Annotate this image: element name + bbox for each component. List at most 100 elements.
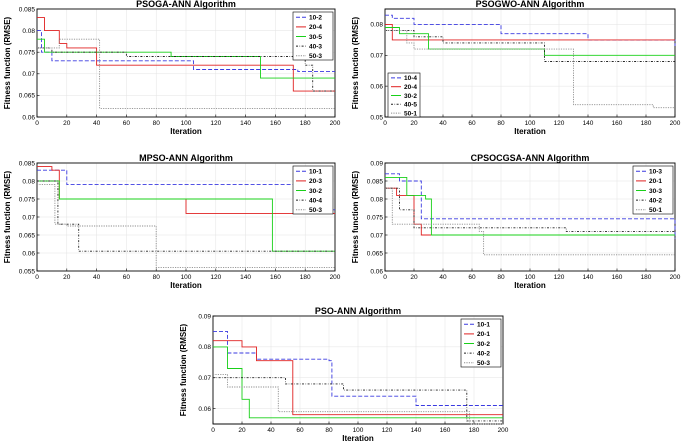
y-tick-label: 0.07 <box>198 375 211 382</box>
legend-label-10-3: 10-3 <box>649 169 662 176</box>
legend-label-40-5: 40-5 <box>404 102 417 109</box>
x-tick-label: 100 <box>525 274 536 281</box>
x-tick-label: 200 <box>330 120 341 127</box>
legend-label-50-3: 50-3 <box>309 207 322 214</box>
x-tick-label: 20 <box>410 120 418 127</box>
x-tick-label: 180 <box>641 274 652 281</box>
y-axis-label: Fitness function (RMSE) <box>351 170 360 263</box>
x-tick-label: 180 <box>469 427 480 434</box>
x-tick-label: 200 <box>670 120 681 127</box>
x-tick-label: 60 <box>468 120 476 127</box>
y-tick-label: 0.06 <box>198 406 211 413</box>
y-tick-label: 0.06 <box>370 83 383 90</box>
chart-title: PSOGWO-ANN Algorithm <box>476 0 585 9</box>
x-tick-label: 140 <box>240 120 251 127</box>
legend-label-40-2: 40-2 <box>477 350 490 357</box>
x-tick-label: 100 <box>181 120 192 127</box>
y-tick-label: 0.065 <box>367 250 384 257</box>
x-tick-label: 0 <box>383 274 387 281</box>
legend: 10-4 20-4 30-2 40-550-1 <box>387 72 421 117</box>
x-tick-label: 40 <box>439 120 447 127</box>
y-tick-label: 0.08 <box>370 196 383 203</box>
x-tick-label: 20 <box>238 427 246 434</box>
chart-title: PSOGA-ANN Algorithm <box>136 0 236 9</box>
chart-title: MPSO-ANN Algorithm <box>139 153 233 163</box>
x-tick-label: 100 <box>525 120 536 127</box>
legend: 10-2 20-4 30-5 40-3 50-3 <box>292 11 334 61</box>
series-line-30-2 <box>213 346 503 419</box>
x-tick-label: 80 <box>153 120 161 127</box>
x-tick-label: 60 <box>296 427 304 434</box>
y-tick-label: 0.055 <box>19 268 36 275</box>
series-line-40-4 <box>37 180 335 252</box>
y-axis-label: Fitness function (RMSE) <box>3 170 12 263</box>
chart-title: CPSOCGSA-ANN Algorithm <box>471 153 590 163</box>
plot-border <box>36 162 336 272</box>
x-axis-label: Iteration <box>514 127 546 136</box>
y-tick-label: 0.06 <box>370 268 383 275</box>
series-line-30-5 <box>37 38 335 79</box>
x-tick-label: 40 <box>93 274 101 281</box>
y-tick-label: 0.08 <box>22 28 35 35</box>
y-tick-label: 0.075 <box>19 50 36 57</box>
legend-label-20-3: 20-3 <box>309 178 322 185</box>
x-tick-label: 20 <box>410 274 418 281</box>
legend-label-50-3: 50-3 <box>309 53 322 60</box>
legend-label-40-3: 40-3 <box>309 43 322 50</box>
x-tick-label: 80 <box>497 120 505 127</box>
legend-label-40-2: 40-2 <box>649 197 662 204</box>
legend-label-40-4: 40-4 <box>309 197 322 204</box>
x-tick-label: 200 <box>330 274 341 281</box>
legend-label-20-1: 20-1 <box>649 178 662 185</box>
y-tick-label: 0.06 <box>22 114 35 121</box>
y-axis-label: Fitness function (RMSE) <box>179 323 188 416</box>
y-tick-label: 0.09 <box>370 160 383 167</box>
series-line-50-1 <box>385 30 675 109</box>
series-line-20-1 <box>213 340 503 416</box>
series-line-40-2 <box>385 187 675 232</box>
x-tick-label: 20 <box>63 120 71 127</box>
y-tick-label: 0.08 <box>370 22 383 29</box>
x-tick-label: 0 <box>35 120 39 127</box>
plot-border <box>384 162 676 272</box>
y-tick-label: 0.085 <box>19 6 36 13</box>
x-tick-label: 80 <box>153 274 161 281</box>
legend-label-10-4: 10-4 <box>404 75 417 82</box>
series-line-10-4 <box>385 14 676 46</box>
chart-title: PSO-ANN Algorithm <box>315 306 401 316</box>
legend: 10-3 20-1 30-3 40-2 50-1 <box>632 165 674 215</box>
series-line-20-4 <box>385 23 675 41</box>
x-tick-label: 40 <box>439 274 447 281</box>
legend-label-30-2: 30-2 <box>477 341 490 348</box>
x-tick-label: 0 <box>35 274 39 281</box>
x-tick-label: 120 <box>382 427 393 434</box>
x-tick-label: 40 <box>267 427 275 434</box>
plot-border <box>384 8 676 118</box>
legend-label-30-3: 30-3 <box>649 188 662 195</box>
y-tick-label: 0.07 <box>22 214 35 221</box>
plot-border <box>212 315 504 425</box>
y-tick-label: 0.08 <box>198 344 211 351</box>
x-tick-label: 0 <box>383 120 387 127</box>
legend: 10-1 20-1 30-2 40-2 50-3 <box>460 318 502 368</box>
series-line-40-2 <box>213 377 503 422</box>
plot-border <box>36 8 336 118</box>
x-tick-label: 160 <box>270 274 281 281</box>
x-tick-label: 200 <box>670 274 681 281</box>
y-tick-label: 0.07 <box>370 232 383 239</box>
legend-label-50-1: 50-1 <box>649 207 662 214</box>
x-tick-label: 160 <box>270 120 281 127</box>
x-tick-label: 120 <box>554 120 565 127</box>
legend-label-30-2: 30-2 <box>404 93 417 100</box>
series-line-50-3 <box>37 38 335 109</box>
y-tick-label: 0.06 <box>22 250 35 257</box>
y-tick-label: 0.07 <box>22 71 35 78</box>
legend-label-50-1: 50-1 <box>404 110 417 117</box>
x-tick-label: 120 <box>210 120 221 127</box>
legend-label-10-1: 10-1 <box>477 322 490 329</box>
series-line-40-3 <box>37 47 335 92</box>
x-tick-label: 60 <box>468 274 476 281</box>
legend-label-10-1: 10-1 <box>309 169 322 176</box>
legend-label-20-4: 20-4 <box>309 24 322 31</box>
series-line-20-4 <box>37 17 335 92</box>
